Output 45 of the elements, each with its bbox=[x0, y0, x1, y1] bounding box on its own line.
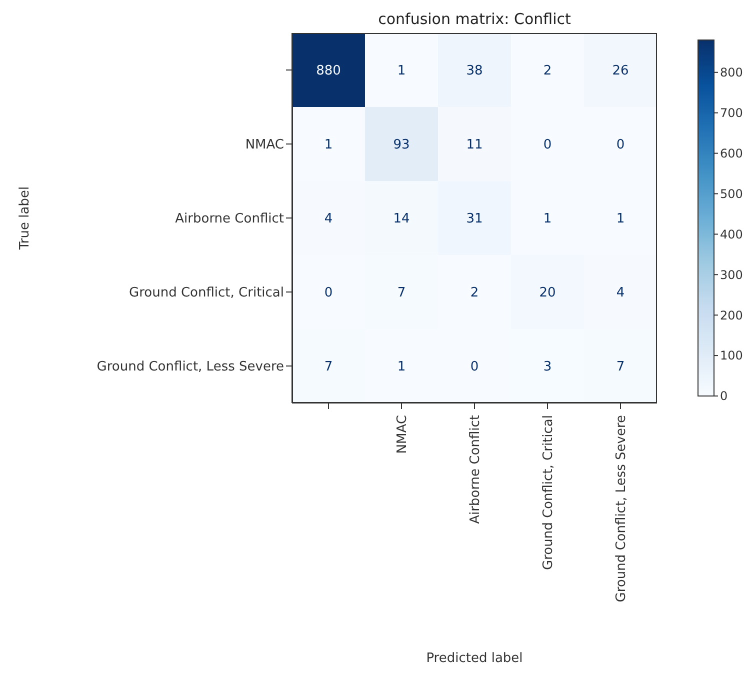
data-label: 2 bbox=[543, 64, 552, 79]
data-label: 93 bbox=[393, 138, 410, 153]
y-tick-label: Ground Conflict, Less Severe bbox=[96, 360, 284, 375]
color-bar-label: 300 bbox=[720, 268, 743, 282]
data-label: 31 bbox=[466, 212, 483, 227]
data-label: 0 bbox=[470, 360, 479, 375]
data-label: 1 bbox=[397, 360, 406, 375]
y-tick-label: NMAC bbox=[245, 138, 284, 153]
data-label: 1 bbox=[616, 212, 625, 227]
data-label: 3 bbox=[543, 360, 552, 375]
color-bar-label: 700 bbox=[720, 106, 743, 120]
color-bar-label: 100 bbox=[720, 348, 743, 363]
y-axis-title: True label bbox=[18, 186, 33, 251]
data-label: 14 bbox=[393, 212, 410, 227]
color-bar-label: 0 bbox=[720, 389, 728, 404]
data-label: 11 bbox=[466, 138, 483, 153]
data-label: 4 bbox=[616, 286, 625, 301]
data-label: 7 bbox=[397, 286, 406, 301]
color-bar-label: 800 bbox=[720, 66, 743, 80]
data-label: 0 bbox=[543, 138, 552, 153]
data-label: 1 bbox=[397, 64, 406, 79]
data-label: 7 bbox=[616, 360, 625, 375]
data-label: 1 bbox=[324, 138, 333, 153]
data-label: 0 bbox=[324, 286, 333, 301]
data-label: 2 bbox=[470, 286, 479, 301]
data-label: 20 bbox=[539, 286, 556, 301]
color-bar-label: 400 bbox=[720, 227, 743, 242]
chart-title: confusion matrix: Conflict bbox=[377, 10, 572, 28]
data-label: 4 bbox=[324, 212, 333, 227]
data-label: 7 bbox=[324, 360, 333, 375]
data-label: 38 bbox=[466, 64, 483, 79]
x-tick-label: NMAC bbox=[395, 415, 410, 454]
data-label: 26 bbox=[612, 64, 629, 79]
color-bar-label: 200 bbox=[720, 308, 743, 322]
color-bar-label: 600 bbox=[720, 146, 743, 160]
x-tick-label: Ground Conflict, Less Severe bbox=[614, 415, 630, 602]
data-label: 1 bbox=[543, 212, 552, 227]
data-label: 0 bbox=[616, 138, 625, 153]
y-tick-label: Airborne Conflict bbox=[175, 212, 284, 227]
data-label: 880 bbox=[316, 64, 341, 79]
y-tick-label: Ground Conflict, Critical bbox=[129, 286, 284, 301]
x-axis-title: Predicted label bbox=[426, 651, 523, 666]
color-bar-label: 500 bbox=[720, 186, 743, 201]
x-tick-label: Airborne Conflict bbox=[468, 415, 484, 524]
x-tick-label: Ground Conflict, Critical bbox=[541, 415, 556, 570]
